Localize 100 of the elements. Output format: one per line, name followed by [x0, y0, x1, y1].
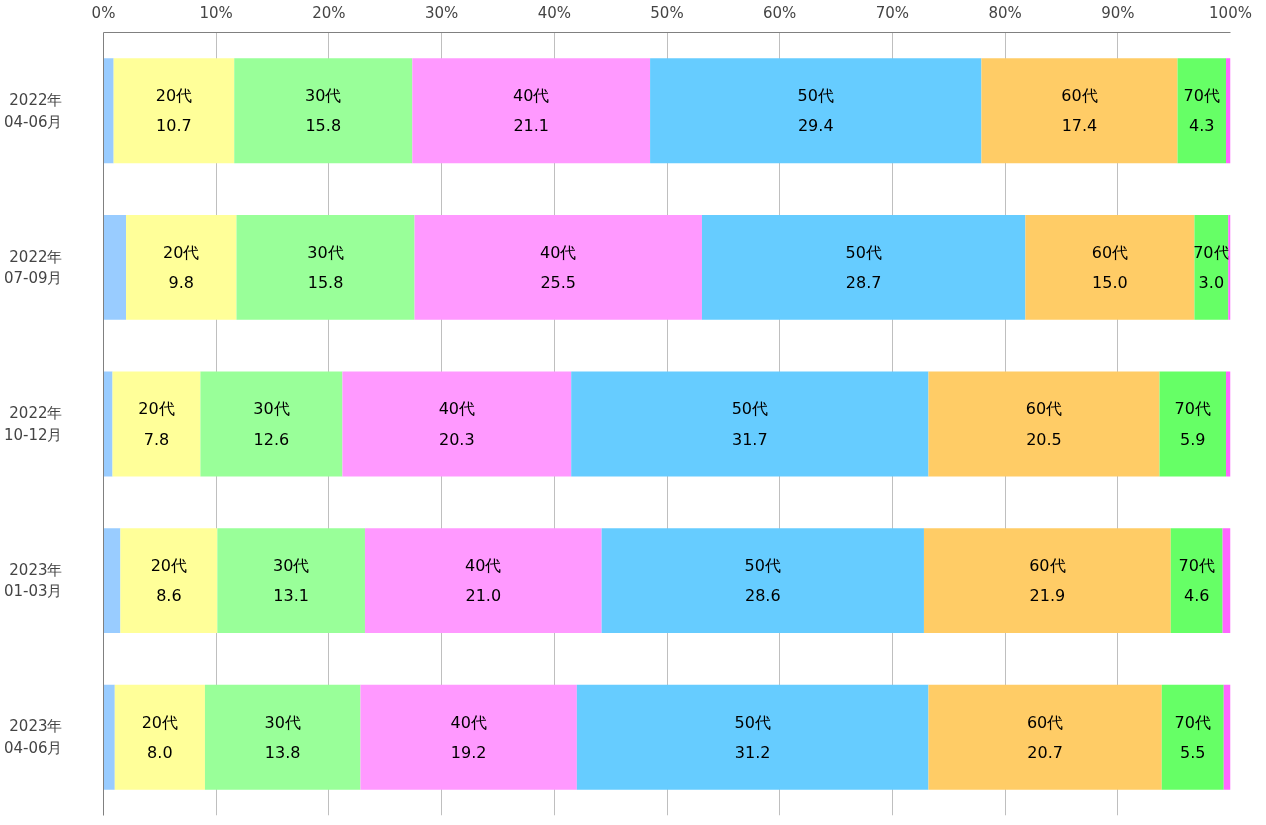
bar	[120, 528, 218, 634]
bar	[217, 528, 365, 634]
data-label: 5.5	[1180, 742, 1206, 762]
bar	[204, 684, 361, 790]
x-tick-label: 60%	[763, 3, 797, 22]
bar	[103, 528, 121, 634]
text: 60代	[1026, 712, 1064, 732]
text: 20代	[155, 86, 193, 106]
bar	[571, 371, 929, 477]
x-tick-label: 80%	[988, 3, 1022, 22]
text: 30代	[253, 399, 290, 419]
data-label: 5.9	[1180, 429, 1206, 449]
bar	[1177, 58, 1226, 164]
text: 70代	[1174, 712, 1211, 732]
x-tick-label: 20%	[312, 3, 346, 22]
bar	[114, 684, 205, 790]
data-label: 4.6	[1183, 586, 1210, 606]
data-label: 4.3	[1189, 116, 1215, 136]
data-label: 20.7	[1027, 742, 1063, 762]
bar	[1159, 371, 1226, 477]
text: 60代	[1091, 242, 1129, 262]
bar	[1170, 528, 1223, 634]
text: 40代	[450, 712, 487, 732]
data-label: 25.5	[540, 273, 577, 293]
x-tick-label: 50%	[650, 3, 684, 22]
bar	[601, 528, 924, 634]
bar	[103, 214, 127, 320]
x-tick-label: 100%	[1209, 3, 1252, 22]
bar	[650, 58, 982, 164]
data-label: 21.0	[465, 586, 502, 606]
bar	[981, 58, 1178, 164]
bar	[364, 528, 602, 634]
data-label: 10.7	[156, 116, 192, 136]
data-label: 15.8	[307, 273, 344, 293]
bar	[103, 58, 114, 164]
data-label: 9.8	[168, 273, 194, 293]
x-tick-label: 30%	[424, 3, 459, 22]
text: 50代	[731, 399, 769, 419]
text: 60代	[1025, 399, 1063, 419]
text: 40代	[540, 242, 577, 262]
data-label: 31.7	[732, 429, 768, 449]
text: 20代	[141, 712, 179, 732]
bar	[576, 684, 929, 790]
x-tick-label: 90%	[1101, 3, 1135, 22]
bar	[200, 371, 343, 477]
x-tick-label: 70%	[875, 3, 910, 22]
text: 70代	[1178, 555, 1215, 575]
bar	[113, 58, 235, 164]
data-label: 15.8	[305, 116, 342, 136]
y-tick-label: 2022年 04-06月	[3, 91, 63, 131]
y-tick-label: 2022年 07-09月	[3, 247, 63, 288]
bar	[112, 371, 201, 477]
data-label: 8.6	[156, 586, 182, 606]
y-tick-label: 2022年 10-12月	[3, 404, 63, 444]
series-label: 30代	[305, 86, 342, 106]
bar	[103, 684, 115, 790]
text: 50代	[744, 555, 781, 575]
data-label: 20.5	[1026, 429, 1062, 449]
bar	[126, 214, 237, 320]
bar	[1194, 214, 1229, 320]
bar	[928, 371, 1160, 477]
data-label: 19.2	[450, 742, 487, 762]
data-label: 8.0	[147, 742, 173, 762]
bar	[701, 214, 1026, 320]
bar	[342, 371, 572, 477]
bar	[412, 58, 651, 164]
data-label: 12.6	[253, 429, 290, 449]
bar	[103, 371, 113, 477]
data-label: 15.0	[1092, 273, 1128, 293]
x-tick-label: 0%	[91, 3, 116, 22]
bar	[234, 58, 413, 164]
bar	[414, 214, 702, 320]
text: 50代	[734, 712, 771, 732]
y-tick-label: 2023年 01-03月	[3, 560, 63, 601]
text: 30代	[264, 712, 301, 732]
bar	[923, 528, 1171, 634]
series-label: 60代	[1061, 86, 1098, 106]
bar	[236, 214, 415, 320]
bar	[1025, 214, 1195, 320]
data-label: 29.4	[797, 116, 834, 136]
text: 40代	[465, 555, 502, 575]
bar	[360, 684, 577, 790]
x-tick-label: 10%	[199, 3, 233, 22]
text: 20代	[150, 555, 188, 575]
data-label: 17.4	[1061, 116, 1098, 136]
text: 60代	[1029, 555, 1066, 575]
data-label: 21.1	[513, 116, 550, 136]
data-label: 13.1	[273, 586, 309, 606]
text: 30代	[272, 555, 310, 575]
x-tick-label: 40%	[537, 3, 571, 22]
bar	[928, 684, 1162, 790]
series-label: 50代	[797, 86, 834, 106]
data-label: 13.8	[264, 742, 301, 762]
y-tick-label: 2023年 04-06月	[3, 717, 63, 757]
data-label: 31.2	[734, 742, 771, 762]
series-label: 20代	[138, 399, 175, 419]
data-label: 28.7	[845, 273, 882, 293]
text: 20代	[163, 242, 200, 262]
bar	[1161, 684, 1224, 790]
series-label: 40代	[513, 86, 550, 106]
